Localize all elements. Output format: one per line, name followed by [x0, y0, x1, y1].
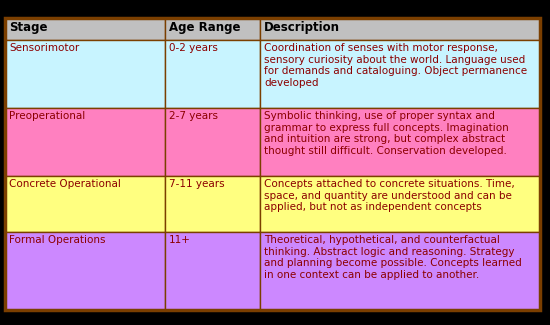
Text: Age Range: Age Range	[169, 21, 240, 34]
Bar	[5, 40, 165, 108]
Bar	[5, 18, 165, 40]
Text: Description: Description	[264, 21, 340, 34]
Bar	[165, 176, 260, 232]
Text: Sensorimotor: Sensorimotor	[9, 43, 79, 53]
Text: Preoperational: Preoperational	[9, 111, 85, 121]
Bar	[165, 108, 260, 176]
Bar	[165, 40, 260, 108]
Bar	[165, 18, 260, 40]
Bar	[260, 18, 540, 40]
Bar	[260, 108, 540, 176]
Text: 11+: 11+	[169, 235, 191, 245]
Bar	[5, 108, 165, 176]
Text: Theoretical, hypothetical, and counterfactual
thinking. Abstract logic and reaso: Theoretical, hypothetical, and counterfa…	[264, 235, 522, 280]
Text: Concepts attached to concrete situations. Time,
space, and quantity are understo: Concepts attached to concrete situations…	[264, 179, 515, 212]
Bar	[5, 232, 165, 310]
Bar	[165, 232, 260, 310]
Bar	[260, 176, 540, 232]
Bar	[260, 232, 540, 310]
Bar	[260, 40, 540, 108]
Bar	[5, 176, 165, 232]
Text: 0-2 years: 0-2 years	[169, 43, 218, 53]
Text: 2-7 years: 2-7 years	[169, 111, 218, 121]
Text: Formal Operations: Formal Operations	[9, 235, 106, 245]
Text: Concrete Operational: Concrete Operational	[9, 179, 121, 189]
Bar	[5, 18, 540, 310]
Text: Stage: Stage	[9, 21, 47, 34]
Text: Symbolic thinking, use of proper syntax and
grammar to express full concepts. Im: Symbolic thinking, use of proper syntax …	[264, 111, 509, 156]
Text: Coordination of senses with motor response,
sensory curiosity about the world. L: Coordination of senses with motor respon…	[264, 43, 527, 88]
Text: 7-11 years: 7-11 years	[169, 179, 224, 189]
